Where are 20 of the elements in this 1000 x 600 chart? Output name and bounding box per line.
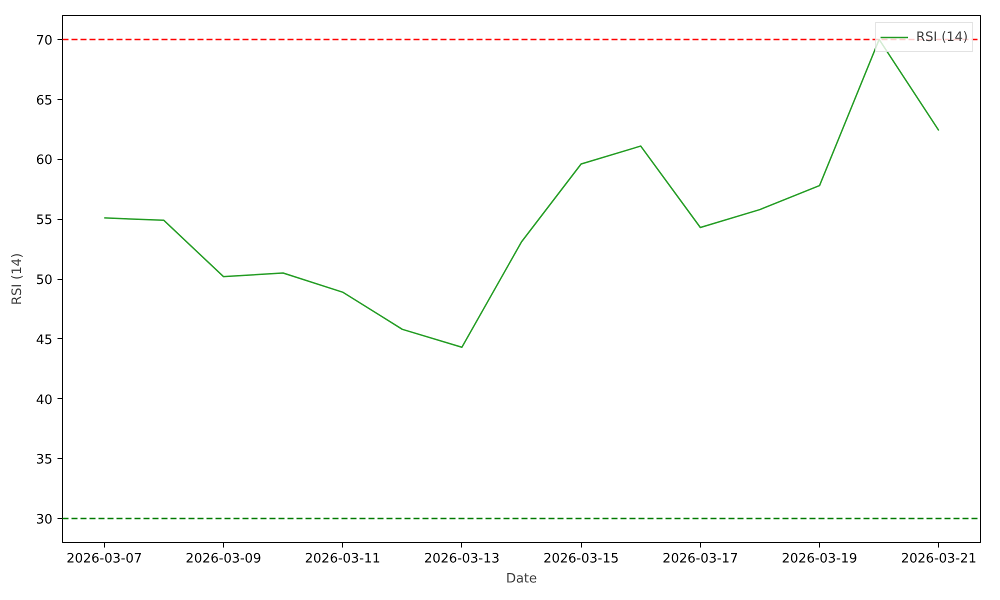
y-axis-title: RSI (14) — [10, 253, 25, 305]
x-tick-label: 2026-03-11 — [304, 552, 380, 566]
y-tick-label: 50 — [36, 273, 53, 288]
y-tick-label: 70 — [36, 33, 53, 48]
x-tick-label: 2026-03-21 — [901, 552, 977, 566]
x-tick-label: 2026-03-15 — [543, 552, 619, 566]
x-tick-label: 2026-03-13 — [424, 552, 500, 566]
x-tick-label: 2026-03-19 — [782, 552, 858, 566]
legend-label: RSI (14) — [916, 30, 968, 44]
y-tick-label: 60 — [36, 153, 53, 168]
x-tick-label: 2026-03-09 — [186, 552, 262, 566]
y-tick-label: 65 — [36, 93, 53, 108]
x-tick-label: 2026-03-17 — [662, 552, 738, 566]
y-tick-label: 35 — [36, 452, 53, 468]
y-tick-label: 40 — [36, 392, 53, 408]
y-tick-label: 45 — [36, 332, 53, 348]
x-tick-label: 2026-03-07 — [66, 552, 142, 566]
y-tick-label: 55 — [36, 213, 53, 228]
y-tick-label: 30 — [36, 512, 53, 528]
x-axis-title: Date — [506, 572, 538, 586]
